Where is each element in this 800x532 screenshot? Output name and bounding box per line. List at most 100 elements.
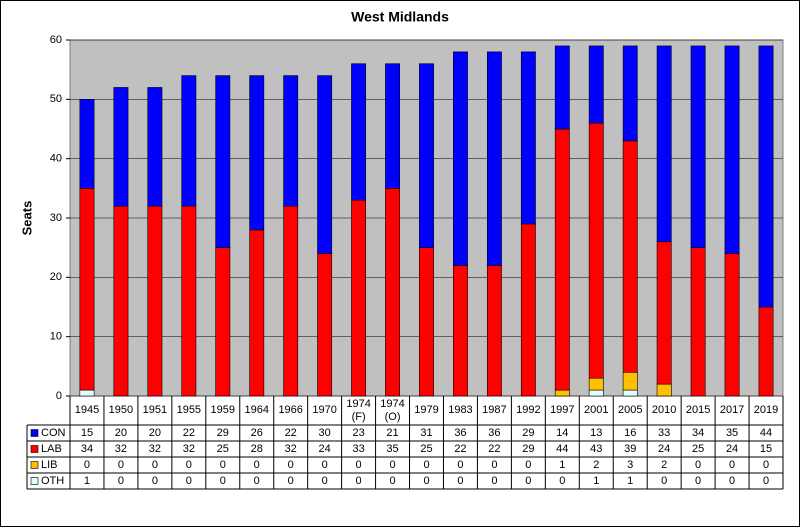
table-value: 0 <box>763 459 769 471</box>
table-value: 0 <box>220 459 226 471</box>
table-value: 1 <box>593 475 599 487</box>
table-value: 43 <box>590 443 602 455</box>
bar-segment <box>588 389 604 397</box>
bar-segment <box>486 51 502 266</box>
bar-segment <box>147 205 163 397</box>
table-value: 0 <box>525 459 531 471</box>
bar-segment <box>656 45 672 243</box>
bar-segment <box>554 45 570 130</box>
x-tick-label: 2019 <box>754 404 778 416</box>
x-tick-label: 1945 <box>75 404 99 416</box>
bar-segment <box>181 75 197 207</box>
table-value: 0 <box>356 475 362 487</box>
bar-segment <box>283 205 299 397</box>
table-value: 0 <box>491 459 497 471</box>
table-value: 0 <box>763 475 769 487</box>
table-value: 33 <box>658 427 670 439</box>
table-value: 22 <box>454 443 466 455</box>
table-value: 0 <box>389 459 395 471</box>
bar-segment <box>317 253 333 397</box>
table-value: 35 <box>726 427 738 439</box>
table-value: 25 <box>217 443 229 455</box>
table-value: 26 <box>251 427 263 439</box>
x-tick-label: 1992 <box>516 404 540 416</box>
table-value: 0 <box>525 475 531 487</box>
bar-segment <box>622 45 638 142</box>
x-tick-label: 1987 <box>482 404 506 416</box>
table-value: 22 <box>285 427 297 439</box>
table-value: 13 <box>590 427 602 439</box>
table-value: 31 <box>420 427 432 439</box>
bar-segment <box>758 45 774 308</box>
y-tick-label: 40 <box>50 153 62 165</box>
table-value: 0 <box>423 459 429 471</box>
table-value: 0 <box>695 475 701 487</box>
table-value: 0 <box>254 475 260 487</box>
table-value: 0 <box>322 475 328 487</box>
table-value: 25 <box>692 443 704 455</box>
table-value: 2 <box>593 459 599 471</box>
table-value: 33 <box>352 443 364 455</box>
bar-segment <box>656 383 672 397</box>
table-value: 0 <box>84 459 90 471</box>
table-value: 20 <box>149 427 161 439</box>
bar-segment <box>181 205 197 397</box>
x-tick-label: 1979 <box>414 404 438 416</box>
table-value: 32 <box>149 443 161 455</box>
table-value: 0 <box>457 459 463 471</box>
bar-segment <box>147 87 163 207</box>
bar-segment <box>656 241 672 385</box>
table-value: 25 <box>420 443 432 455</box>
table-value: 36 <box>454 427 466 439</box>
bar-segment <box>351 199 367 397</box>
y-tick-label: 60 <box>50 34 62 46</box>
x-tick-label: 1983 <box>448 404 472 416</box>
table-value: 0 <box>322 459 328 471</box>
chart-title: West Midlands <box>351 9 449 25</box>
table-value: 3 <box>627 459 633 471</box>
bar-segment <box>622 371 638 391</box>
bar-segment <box>690 45 706 248</box>
bar-segment <box>79 389 95 397</box>
y-tick-label: 50 <box>50 93 62 105</box>
legend-label: LAB <box>41 443 62 455</box>
table-value: 0 <box>152 459 158 471</box>
x-tick-label: 2015 <box>686 404 710 416</box>
x-tick-label: 2017 <box>720 404 744 416</box>
bar-segment <box>554 389 570 397</box>
table-value: 0 <box>661 475 667 487</box>
table-value: 21 <box>386 427 398 439</box>
y-axis-title: Seats <box>19 201 34 236</box>
table-value: 0 <box>288 459 294 471</box>
table-value: 0 <box>220 475 226 487</box>
legend-swatch <box>30 445 39 453</box>
bar-segment <box>385 188 400 397</box>
table-value: 29 <box>217 427 229 439</box>
table-value: 0 <box>559 475 565 487</box>
y-tick-label: 30 <box>50 212 62 224</box>
x-tick-label: 1974 (F) <box>346 398 370 423</box>
table-value: 1 <box>627 475 633 487</box>
bar-segment <box>215 75 231 248</box>
bar-segment <box>249 229 265 397</box>
table-value: 0 <box>254 459 260 471</box>
table-value: 24 <box>319 443 331 455</box>
table-value: 24 <box>658 443 670 455</box>
table-value: 32 <box>115 443 127 455</box>
legend-label: OTH <box>41 475 64 487</box>
y-tick-label: 10 <box>50 331 62 343</box>
table-value: 29 <box>522 427 534 439</box>
table-value: 24 <box>726 443 738 455</box>
bar-segment <box>385 63 400 189</box>
bar-segment <box>724 45 740 254</box>
table-value: 0 <box>152 475 158 487</box>
table-value: 29 <box>522 443 534 455</box>
bar-segment <box>588 122 604 379</box>
bar-segment <box>588 45 604 124</box>
bar-segment <box>79 99 95 189</box>
table-value: 34 <box>81 443 93 455</box>
table-value: 0 <box>423 475 429 487</box>
table-value: 1 <box>559 459 565 471</box>
table-value: 1 <box>84 475 90 487</box>
